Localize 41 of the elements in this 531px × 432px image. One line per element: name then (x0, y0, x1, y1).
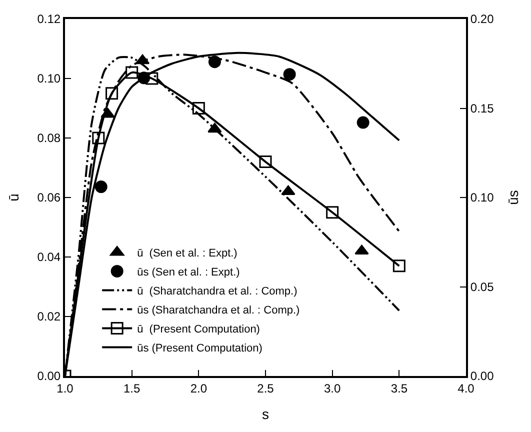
legend-label: ūs (Sharatchandra et al. : Comp.) (137, 304, 300, 317)
point (326, 206, 339, 219)
point (92, 132, 105, 144)
x-tick-label: 1.5 (123, 381, 140, 396)
y-tick-label: 0.06 (37, 190, 61, 205)
y2-tick-label: 0.05 (470, 280, 494, 294)
x-axis-title: s (262, 406, 269, 422)
y2-tick-label: 0.20 (470, 12, 494, 26)
point (126, 66, 138, 79)
point (392, 260, 406, 272)
x-tick-label: 1.0 (56, 381, 74, 396)
x-tick-label: 2.0 (190, 381, 208, 396)
y-tick-label: 0.08 (37, 131, 61, 146)
y2-axis-title: ūs (504, 190, 521, 205)
point (354, 244, 369, 255)
point (192, 102, 205, 114)
point (106, 87, 118, 100)
y-tick-label: 0.00 (37, 369, 61, 384)
point (356, 116, 370, 129)
point (283, 68, 296, 81)
legend-label: ūs (Sen et al. : Expt.) (137, 266, 240, 279)
x-tick-label: 3.5 (390, 381, 408, 396)
legend-label: ū (Sharatchandra et al. : Comp.) (137, 286, 298, 298)
y-tick-label: 0.10 (37, 72, 61, 86)
point (146, 72, 158, 85)
legend-label: ū (Sen et al. : Expt.) (137, 248, 238, 260)
y2-tick-label: 0.15 (470, 101, 494, 116)
y-tick-label: 0.04 (37, 250, 61, 264)
x-tick-label: 3.0 (324, 381, 341, 396)
point (259, 156, 272, 168)
y-tick-label: 0.12 (37, 12, 61, 26)
x-tick-label: 2.5 (257, 381, 274, 396)
legend-label: ūs (Present Computation) (137, 342, 262, 355)
point (281, 185, 296, 196)
y2-tick-label: 0.00 (470, 369, 494, 384)
y2-tick-label: 0.10 (470, 190, 494, 205)
point (94, 180, 108, 194)
x-tick-label: 4.0 (458, 381, 475, 396)
y-axis-title: ū (5, 194, 22, 202)
y-tick-label: 0.02 (37, 310, 61, 324)
legend-label: ū (Present Computation) (137, 324, 260, 336)
